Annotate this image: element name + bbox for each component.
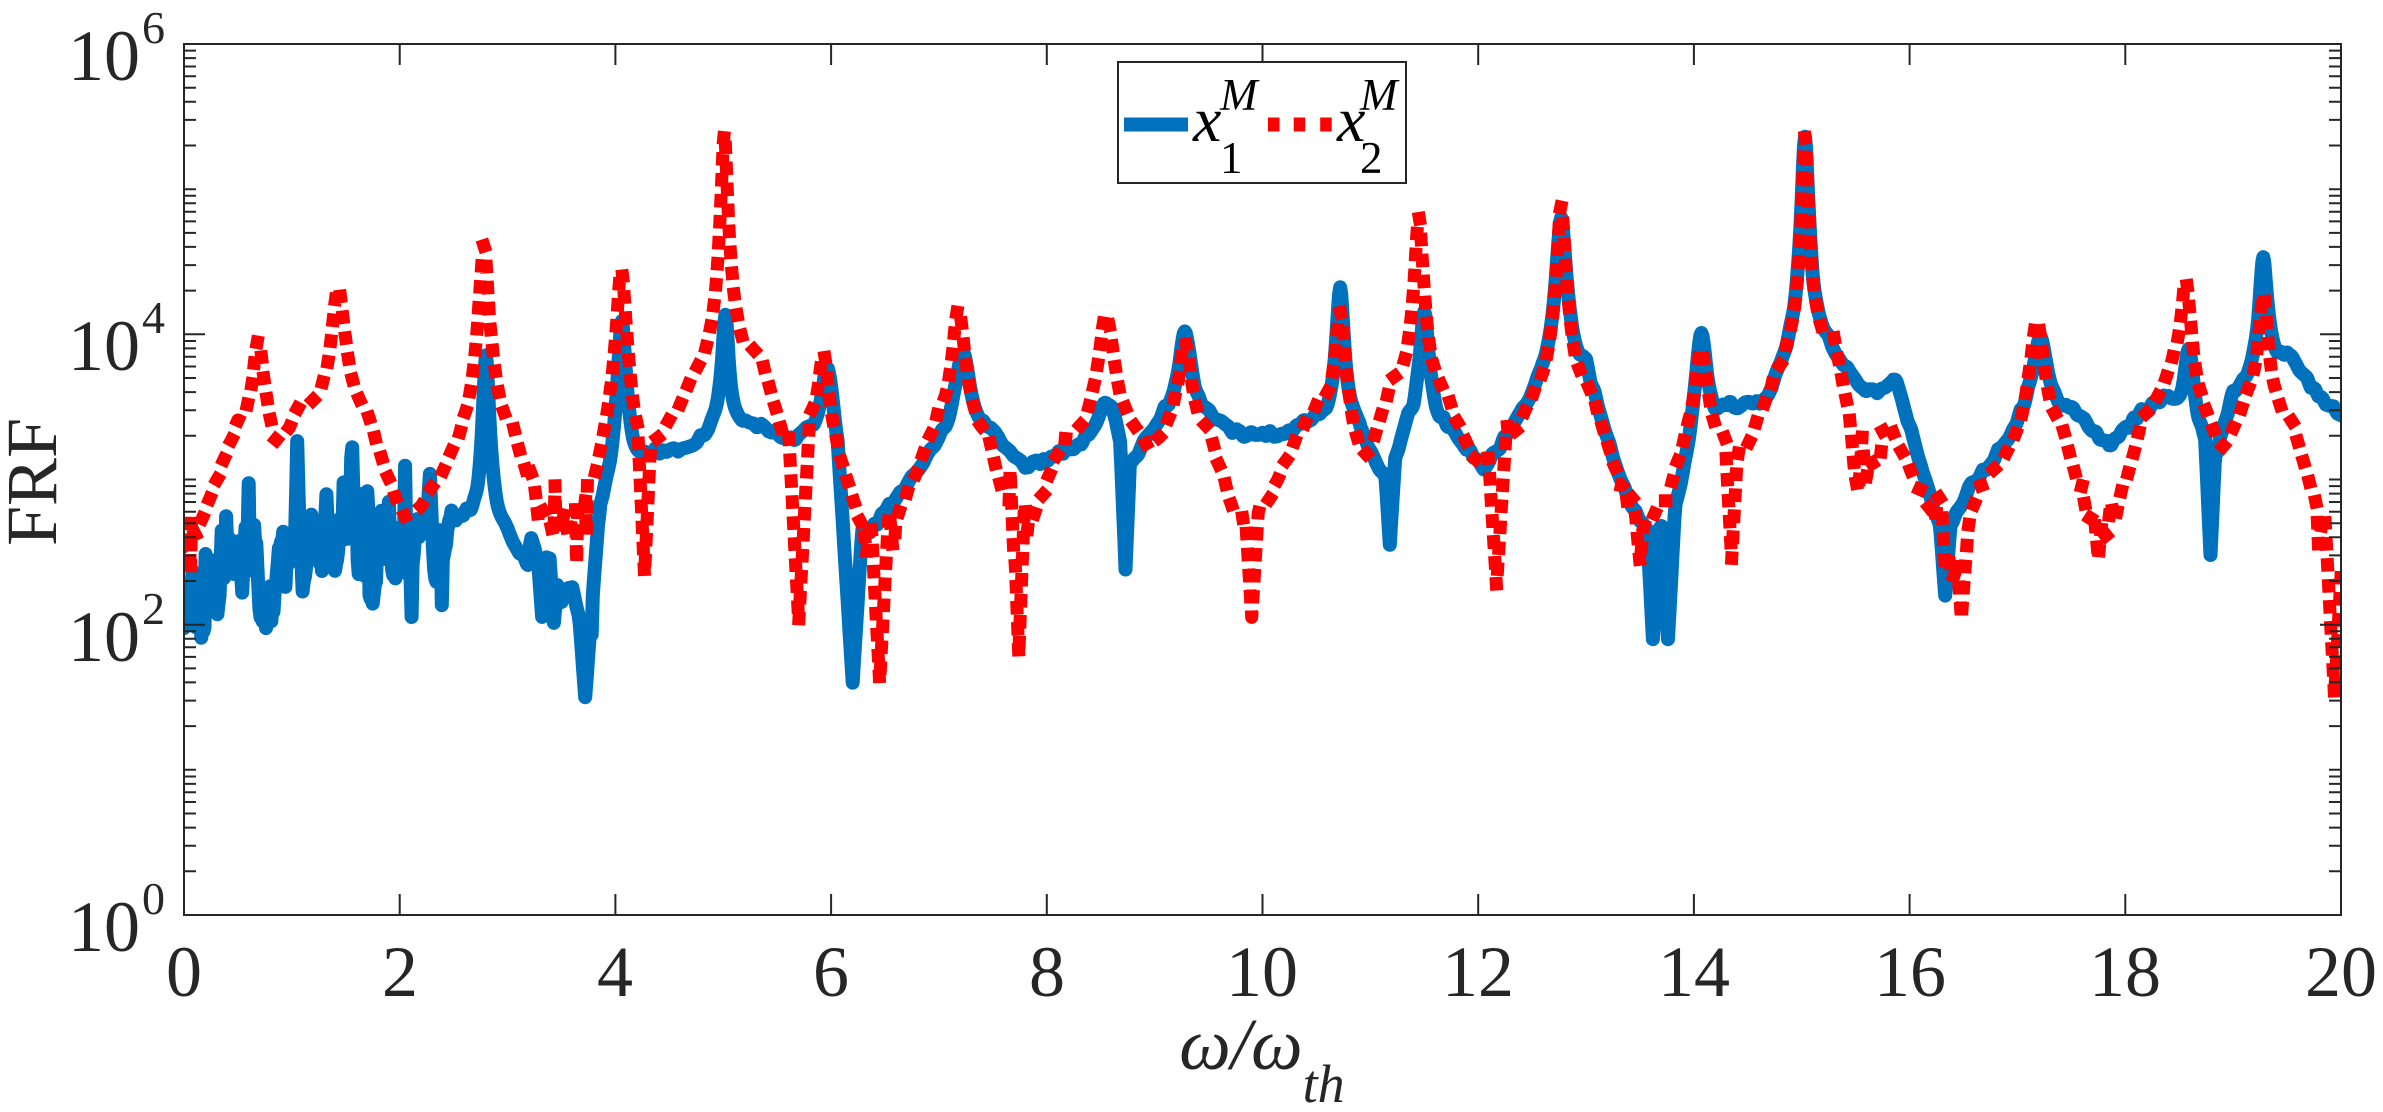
svg-text:18: 18 — [2089, 932, 2161, 1012]
svg-text:x: x — [1336, 84, 1365, 155]
svg-text:10: 10 — [68, 16, 140, 96]
svg-text:x: x — [1192, 84, 1221, 155]
svg-text:10: 10 — [1226, 932, 1298, 1012]
svg-text:16: 16 — [1874, 932, 1946, 1012]
svg-text:2: 2 — [382, 932, 418, 1012]
svg-text:6: 6 — [813, 932, 849, 1012]
svg-text:10: 10 — [68, 887, 140, 967]
svg-text:2: 2 — [1360, 133, 1383, 183]
svg-text:20: 20 — [2305, 932, 2377, 1012]
svg-text:0: 0 — [166, 932, 202, 1012]
svg-text:8: 8 — [1029, 932, 1065, 1012]
svg-text:6: 6 — [142, 2, 165, 53]
svg-text:4: 4 — [597, 932, 633, 1012]
svg-text:14: 14 — [1658, 932, 1730, 1012]
svg-text:12: 12 — [1442, 932, 1514, 1012]
svg-text:FRF: FRF — [0, 418, 72, 546]
svg-text:M: M — [1359, 70, 1400, 120]
svg-text:4: 4 — [142, 292, 165, 343]
svg-text:1: 1 — [1220, 133, 1243, 183]
svg-text:2: 2 — [142, 583, 165, 634]
svg-text:10: 10 — [68, 306, 140, 386]
svg-text:0: 0 — [142, 873, 165, 924]
svg-text:10: 10 — [68, 597, 140, 677]
svg-text:M: M — [1219, 70, 1260, 120]
